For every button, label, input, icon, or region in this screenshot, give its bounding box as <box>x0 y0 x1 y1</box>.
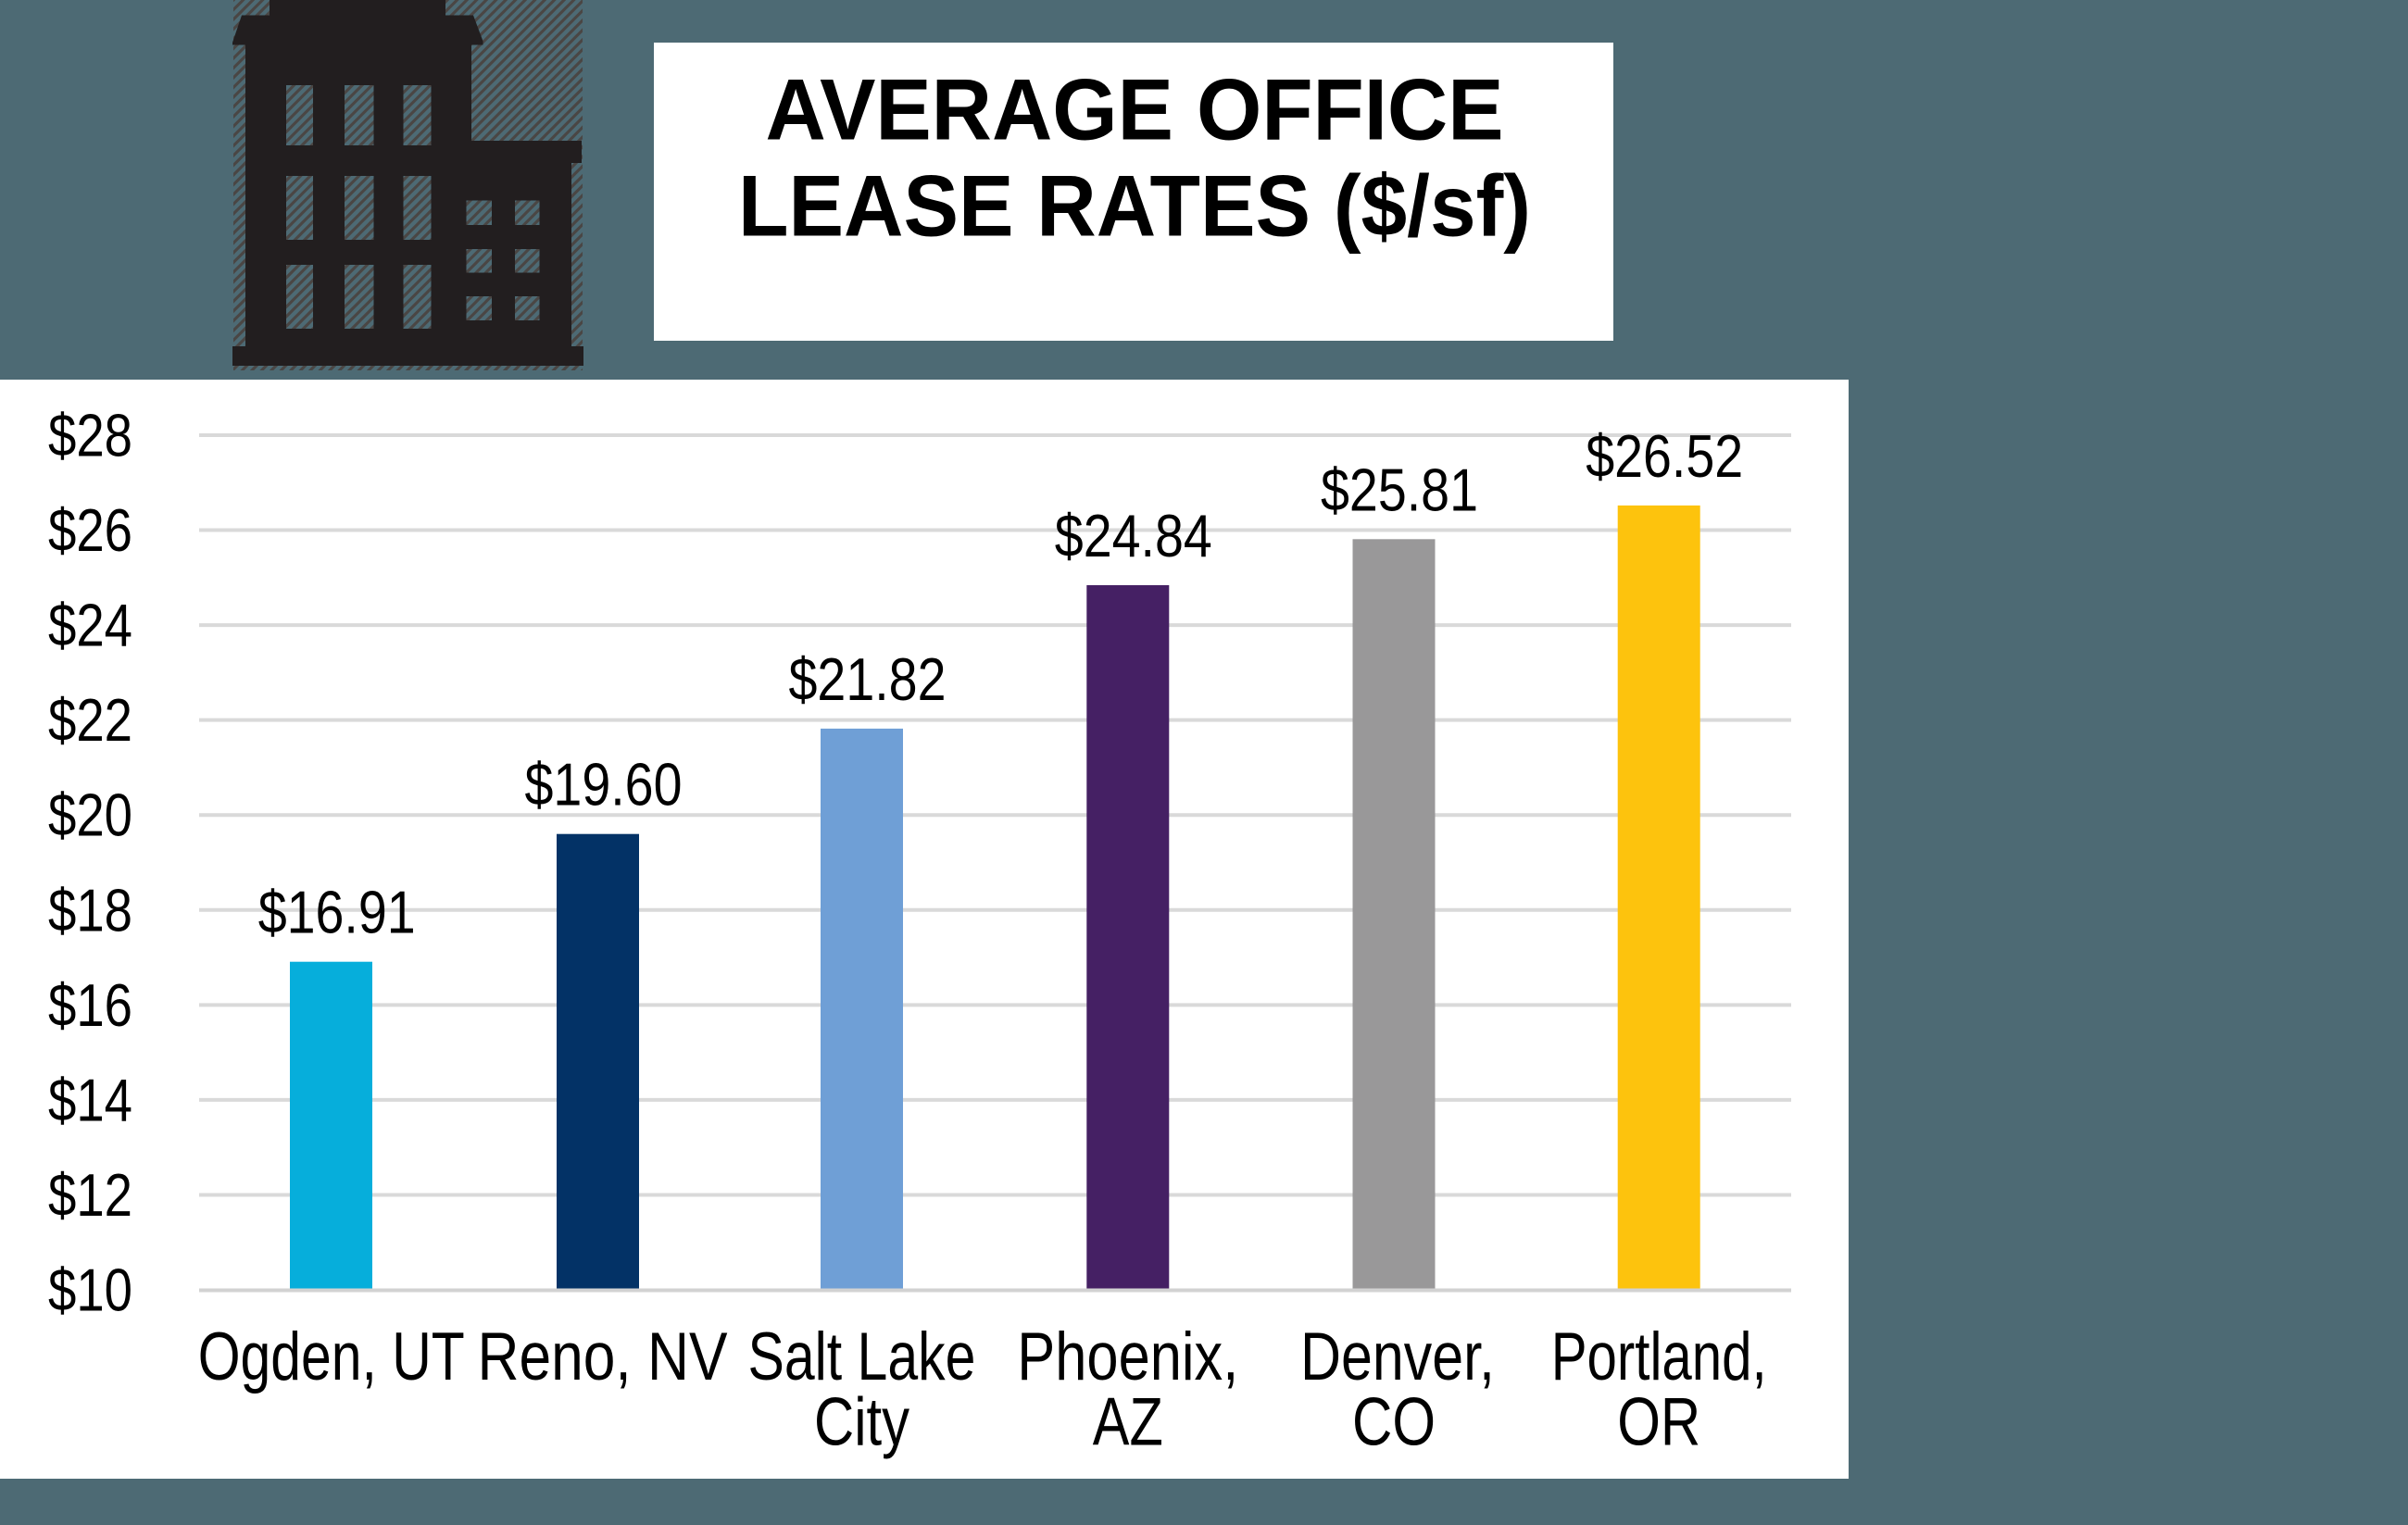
svg-text:Denver,: Denver, <box>1300 1319 1495 1394</box>
svg-text:$16: $16 <box>48 971 132 1039</box>
svg-text:Reno, NV: Reno, NV <box>478 1319 728 1394</box>
svg-text:$28: $28 <box>48 402 132 469</box>
svg-text:$21.82: $21.82 <box>789 645 947 713</box>
svg-text:Phoenix,: Phoenix, <box>1017 1319 1238 1394</box>
svg-text:$22: $22 <box>48 686 132 754</box>
svg-text:$24: $24 <box>48 592 132 659</box>
svg-text:$26.52: $26.52 <box>1586 422 1743 490</box>
svg-text:$19.60: $19.60 <box>525 751 683 819</box>
svg-text:AZ: AZ <box>1093 1384 1163 1459</box>
svg-text:$14: $14 <box>48 1066 132 1133</box>
svg-text:Ogden, UT: Ogden, UT <box>198 1319 465 1394</box>
svg-text:$18: $18 <box>48 876 132 944</box>
svg-text:LEASE RATES ($/sf): LEASE RATES ($/sf) <box>738 156 1531 254</box>
svg-text:$20: $20 <box>48 781 132 849</box>
svg-text:$16.91: $16.91 <box>258 879 416 946</box>
svg-text:$25.81: $25.81 <box>1321 456 1478 523</box>
svg-text:OR: OR <box>1617 1384 1700 1459</box>
svg-text:City: City <box>814 1384 909 1459</box>
svg-text:Salt Lake: Salt Lake <box>748 1319 976 1394</box>
svg-text:$10: $10 <box>48 1256 132 1324</box>
svg-text:$26: $26 <box>48 496 132 564</box>
svg-text:$24.84: $24.84 <box>1055 502 1212 569</box>
svg-text:$12: $12 <box>48 1161 132 1229</box>
svg-text:CO: CO <box>1352 1384 1436 1459</box>
svg-text:AVERAGE OFFICE: AVERAGE OFFICE <box>766 61 1504 158</box>
svg-text:Portland,: Portland, <box>1551 1319 1767 1394</box>
